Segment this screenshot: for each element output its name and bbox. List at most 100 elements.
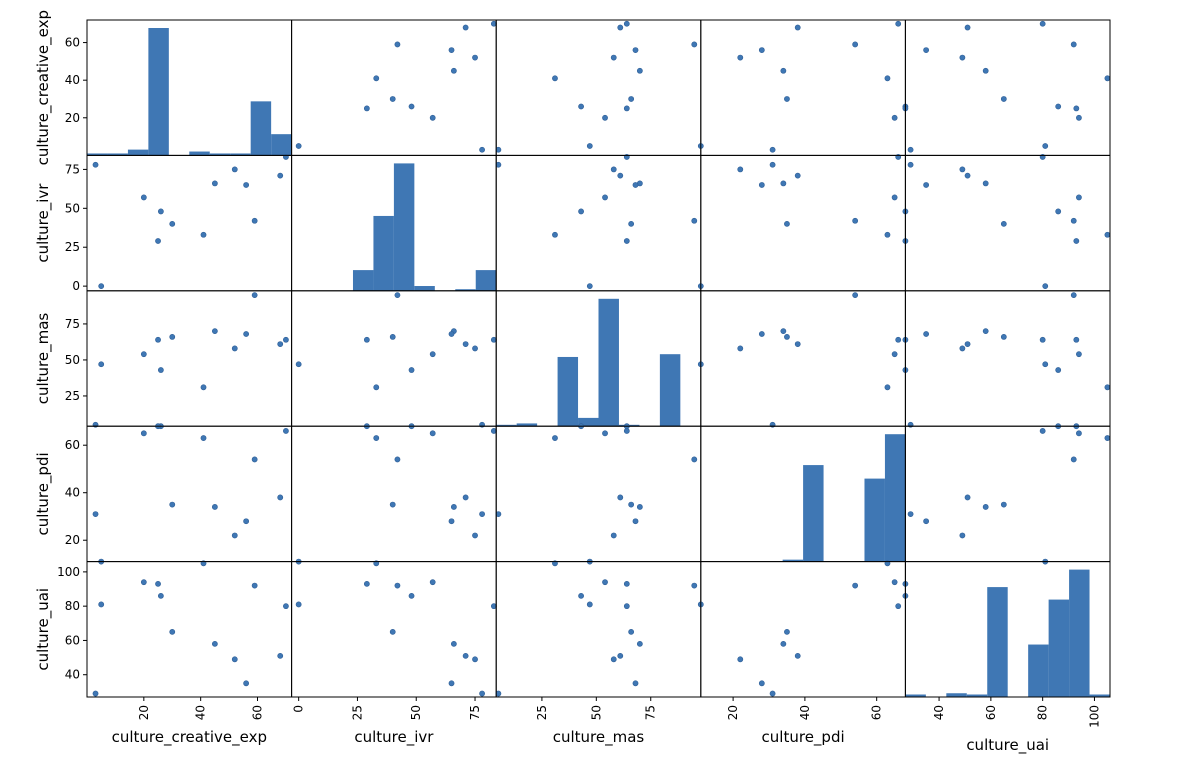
x-tick-label-culture_pdi-20: 20 <box>726 705 740 720</box>
scatter-point-culture_ivr-vs-culture_creative_exp-5 <box>243 182 250 188</box>
hist-bar-culture_ivr-9 <box>475 270 497 291</box>
scatter-point-culture_mas-vs-culture_creative_exp-2 <box>200 384 207 391</box>
scatter-point-culture_mas-vs-culture_creative_exp-7 <box>283 336 289 343</box>
scatter-point-culture_ivr-vs-culture_creative_exp-8 <box>140 194 147 201</box>
scatter-point-culture_ivr-vs-culture_pdi-0 <box>852 217 859 224</box>
scatter-point-culture_creative_exp-vs-culture_uai-0 <box>1070 41 1077 48</box>
cell-frame-culture_uai-culture_creative_exp <box>86 561 293 698</box>
scatter-point-culture_mas-vs-culture_pdi-1 <box>784 333 790 340</box>
y-axis-label-culture_uai: culture_uai <box>34 588 53 671</box>
scatter-point-culture_ivr-vs-culture_uai-0 <box>1070 217 1077 224</box>
scatter-point-culture_creative_exp-vs-culture_uai-9 <box>1055 103 1062 110</box>
scatter-point-culture_mas-vs-culture_uai-3 <box>982 328 989 335</box>
scatter-point-culture_mas-vs-culture_ivr-5 <box>448 331 455 337</box>
hist-bar-culture_creative_exp-5 <box>189 151 210 156</box>
scatter-point-culture_mas-vs-culture_pdi-8 <box>891 351 898 358</box>
cell-frame-culture_mas-culture_ivr <box>291 290 497 427</box>
scatter-point-culture_ivr-vs-culture_uai-6 <box>964 172 971 179</box>
scatter-point-culture_creative_exp-vs-culture_ivr-6 <box>462 24 469 31</box>
x-tick-label-culture_creative_exp-40: 40 <box>194 705 208 720</box>
scatter-point-culture_pdi-vs-culture_uai-4 <box>959 532 966 539</box>
y-axis-label-culture_mas: culture_mas <box>34 313 53 405</box>
scatter-point-culture_creative_exp-vs-culture_mas-10 <box>623 105 630 112</box>
y-axis-label-culture_ivr: culture_ivr <box>34 183 53 263</box>
scatter-point-culture_mas-vs-culture_ivr-8 <box>429 351 436 358</box>
cell-frame-culture_uai-culture_mas <box>495 561 702 698</box>
scatter-point-culture_mas-vs-culture_ivr-4 <box>472 345 478 352</box>
scatter-point-culture_uai-vs-culture_creative_exp-9 <box>157 592 164 599</box>
scatter-point-culture_uai-vs-culture_ivr-6 <box>462 652 469 659</box>
scatter-point-culture_creative_exp-vs-culture_mas-4 <box>610 54 617 61</box>
scatter-point-culture_mas-vs-culture_ivr-1 <box>389 333 396 340</box>
hist-bar-culture_uai-0 <box>905 694 926 697</box>
hist-bar-culture_uai-7 <box>1048 599 1070 697</box>
scatter-point-culture_ivr-vs-culture_uai-3 <box>982 180 989 187</box>
y-tick-label-culture_mas-25: 25 <box>65 389 80 403</box>
scatter-point-culture_ivr-vs-culture_creative_exp-4 <box>231 166 238 173</box>
scatter-point-culture_ivr-vs-culture_uai-4 <box>959 166 966 173</box>
scatter-point-culture_mas-vs-culture_ivr-6 <box>462 341 469 347</box>
hist-bar-culture_mas-8 <box>659 354 681 427</box>
scatter-point-culture_ivr-vs-culture_uai-11 <box>907 161 914 168</box>
scatter-point-culture_ivr-vs-culture_uai-9 <box>1055 208 1062 215</box>
scatter-point-culture_uai-vs-culture_creative_exp-3 <box>211 640 218 647</box>
scatter-point-culture_ivr-vs-culture_mas-8 <box>602 194 608 201</box>
scatter-point-culture_uai-vs-culture_creative_exp-8 <box>140 579 147 586</box>
scatter-point-culture_pdi-vs-culture_creative_exp-6 <box>277 494 284 501</box>
scatter-point-culture_mas-vs-culture_creative_exp-0 <box>251 292 258 299</box>
hist-bar-culture_creative_exp-1 <box>107 153 128 156</box>
scatter-point-culture_pdi-vs-culture_ivr-4 <box>472 532 478 539</box>
hist-bar-culture_creative_exp-2 <box>127 149 149 156</box>
scatter-point-culture_creative_exp-vs-culture_ivr-12 <box>295 143 302 149</box>
scatter-point-culture_mas-vs-culture_uai-10 <box>1073 336 1080 343</box>
scatter-point-culture_creative_exp-vs-culture_uai-5 <box>923 47 930 53</box>
scatter-point-culture_uai-vs-culture_ivr-4 <box>472 656 478 663</box>
x-tick-label-culture_ivr-25: 25 <box>350 705 364 720</box>
scatter-point-culture_mas-vs-culture_ivr-2 <box>373 384 380 391</box>
hist-bar-culture_mas-4 <box>578 417 599 427</box>
cell-frame-culture_uai-culture_uai <box>904 561 1111 698</box>
scatter-point-culture_uai-vs-culture_ivr-7 <box>490 603 497 610</box>
scatter-point-culture_ivr-vs-culture_mas-10 <box>623 238 630 244</box>
scatter-point-culture_mas-vs-culture_ivr-7 <box>490 336 497 343</box>
scatter-point-culture_pdi-vs-culture_ivr-3 <box>450 504 457 510</box>
scatter-point-culture_mas-vs-culture_uai-4 <box>959 345 966 352</box>
scatter-point-culture_creative_exp-vs-culture_uai-12 <box>1042 143 1049 149</box>
scatter-point-culture_uai-vs-culture_ivr-5 <box>448 680 455 687</box>
scatter-point-culture_pdi-vs-culture_mas-4 <box>610 532 617 539</box>
scatter-point-culture_uai-vs-culture_pdi-8 <box>891 579 898 586</box>
y-tick-label-culture_pdi-40: 40 <box>65 486 80 500</box>
y-tick-label-culture_uai-60: 60 <box>65 633 80 647</box>
cell-frame-culture_ivr-culture_creative_exp <box>86 154 293 292</box>
x-tick-label-culture_creative_exp-60: 60 <box>251 705 265 720</box>
scatter-point-culture_creative_exp-vs-culture_ivr-7 <box>490 20 497 27</box>
scatter-point-culture_creative_exp-vs-culture_uai-2 <box>1104 75 1111 82</box>
scatter-point-culture_creative_exp-vs-culture_ivr-4 <box>472 54 478 61</box>
scatter-point-culture_pdi-vs-culture_mas-1 <box>628 501 635 508</box>
scatter-point-culture_uai-vs-culture_pdi-4 <box>737 656 744 663</box>
scatter-point-culture_uai-vs-culture_mas-4 <box>610 656 617 663</box>
scatter-point-culture_pdi-vs-culture_mas-5 <box>632 518 639 525</box>
scatter-point-culture_creative_exp-vs-culture_uai-4 <box>959 54 966 61</box>
scatter-point-culture_mas-vs-culture_uai-9 <box>1055 367 1062 373</box>
scatter-point-culture_ivr-vs-culture_uai-5 <box>923 182 930 188</box>
x-tick-label-culture_uai-60: 60 <box>984 705 998 720</box>
scatter-point-culture_mas-vs-culture_pdi-6 <box>794 341 801 347</box>
hist-bar-culture_ivr-5 <box>393 163 415 291</box>
scatter-point-culture_uai-vs-culture_mas-1 <box>628 628 635 635</box>
scatter-point-culture_pdi-vs-culture_ivr-1 <box>389 501 396 508</box>
x-tick-label-culture_pdi-60: 60 <box>870 705 884 720</box>
scatter-point-culture_pdi-vs-culture_ivr-6 <box>462 494 469 501</box>
scatter-point-culture_uai-vs-culture_ivr-3 <box>450 640 457 647</box>
scatter-point-culture_uai-vs-culture_pdi-0 <box>852 582 859 589</box>
hist-bar-culture_ivr-8 <box>455 289 476 291</box>
scatter-point-culture_uai-vs-culture_ivr-0 <box>394 582 401 589</box>
scatter-point-culture_creative_exp-vs-culture_pdi-4 <box>737 54 744 61</box>
scatter-point-culture_creative_exp-vs-culture_pdi-6 <box>794 24 801 31</box>
cell-frame-culture_mas-culture_pdi <box>700 290 906 427</box>
cell-frame-culture_pdi-culture_uai <box>904 425 1111 563</box>
scatter-point-culture_uai-vs-culture_creative_exp-7 <box>283 603 289 610</box>
scatter-point-culture_ivr-vs-culture_pdi-6 <box>794 172 801 179</box>
scatter-point-culture_ivr-vs-culture_uai-1 <box>1000 220 1007 227</box>
